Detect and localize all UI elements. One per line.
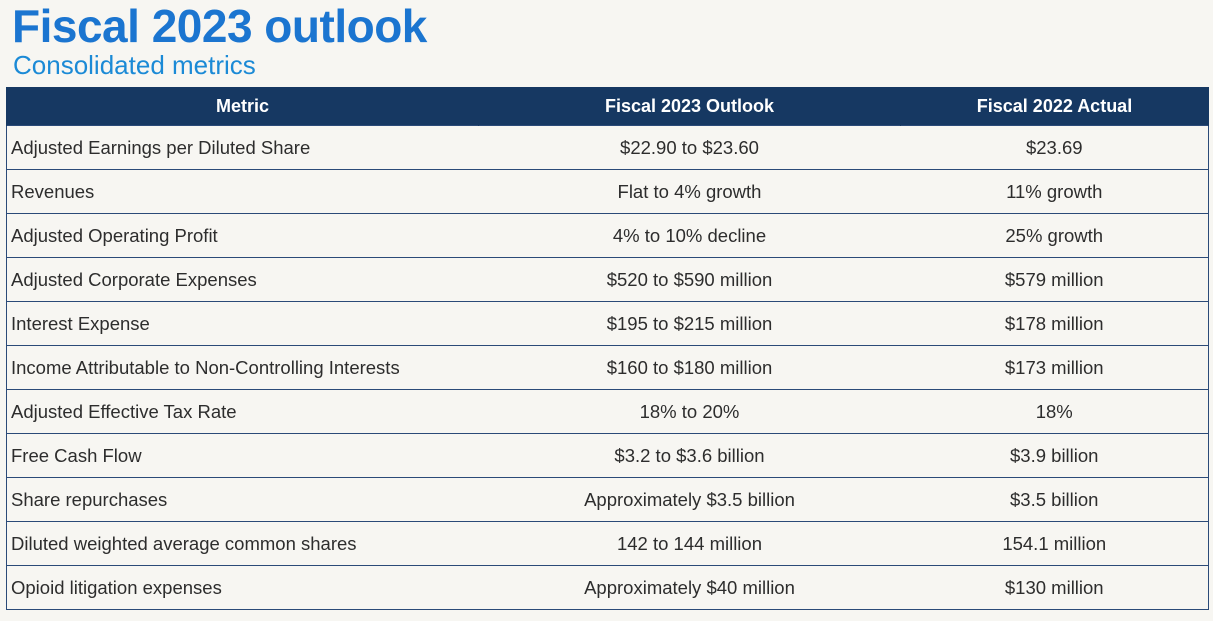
outlook-cell: 4% to 10% decline [478, 213, 901, 258]
table-row: Interest Expense $195 to $215 million $1… [6, 301, 1209, 346]
metric-cell: Opioid litigation expenses [6, 565, 479, 610]
column-header-actual: Fiscal 2022 Actual [900, 87, 1209, 126]
table-row: Share repurchases Approximately $3.5 bil… [6, 477, 1209, 522]
outlook-cell: Flat to 4% growth [478, 169, 901, 214]
actual-cell: $178 million [900, 301, 1209, 346]
actual-cell: $579 million [900, 257, 1209, 302]
metric-cell: Share repurchases [6, 477, 479, 522]
actual-cell: 154.1 million [900, 521, 1209, 566]
metric-cell: Free Cash Flow [6, 433, 479, 478]
table-row: Adjusted Corporate Expenses $520 to $590… [6, 257, 1209, 302]
table-header-row: Metric Fiscal 2023 Outlook Fiscal 2022 A… [6, 87, 1209, 126]
table-row: Income Attributable to Non-Controlling I… [6, 345, 1209, 390]
outlook-table: Metric Fiscal 2023 Outlook Fiscal 2022 A… [6, 87, 1209, 610]
metric-cell: Revenues [6, 169, 479, 214]
metric-cell: Diluted weighted average common shares [6, 521, 479, 566]
outlook-cell: Approximately $3.5 billion [478, 477, 901, 522]
actual-cell: $23.69 [900, 125, 1209, 170]
table-row: Opioid litigation expenses Approximately… [6, 565, 1209, 610]
metric-cell: Income Attributable to Non-Controlling I… [6, 345, 479, 390]
page-title: Fiscal 2023 outlook [12, 0, 427, 52]
table-row: Revenues Flat to 4% growth 11% growth [6, 169, 1209, 214]
table-row: Adjusted Operating Profit 4% to 10% decl… [6, 213, 1209, 258]
metric-cell: Adjusted Corporate Expenses [6, 257, 479, 302]
actual-cell: 11% growth [900, 169, 1209, 214]
page-subtitle: Consolidated metrics [13, 50, 256, 80]
actual-cell: 25% growth [900, 213, 1209, 258]
column-header-metric: Metric [6, 87, 479, 126]
outlook-cell: 142 to 144 million [478, 521, 901, 566]
column-header-outlook: Fiscal 2023 Outlook [478, 87, 901, 126]
outlook-cell: $160 to $180 million [478, 345, 901, 390]
metric-cell: Adjusted Operating Profit [6, 213, 479, 258]
actual-cell: 18% [900, 389, 1209, 434]
metric-cell: Interest Expense [6, 301, 479, 346]
table-row: Free Cash Flow $3.2 to $3.6 billion $3.9… [6, 433, 1209, 478]
outlook-cell: $520 to $590 million [478, 257, 901, 302]
outlook-cell: $3.2 to $3.6 billion [478, 433, 901, 478]
actual-cell: $173 million [900, 345, 1209, 390]
table-row: Diluted weighted average common shares 1… [6, 521, 1209, 566]
table-row: Adjusted Earnings per Diluted Share $22.… [6, 125, 1209, 170]
actual-cell: $3.9 billion [900, 433, 1209, 478]
outlook-cell: $195 to $215 million [478, 301, 901, 346]
outlook-cell: Approximately $40 million [478, 565, 901, 610]
outlook-cell: 18% to 20% [478, 389, 901, 434]
outlook-cell: $22.90 to $23.60 [478, 125, 901, 170]
actual-cell: $3.5 billion [900, 477, 1209, 522]
actual-cell: $130 million [900, 565, 1209, 610]
metric-cell: Adjusted Effective Tax Rate [6, 389, 479, 434]
metric-cell: Adjusted Earnings per Diluted Share [6, 125, 479, 170]
table-row: Adjusted Effective Tax Rate 18% to 20% 1… [6, 389, 1209, 434]
